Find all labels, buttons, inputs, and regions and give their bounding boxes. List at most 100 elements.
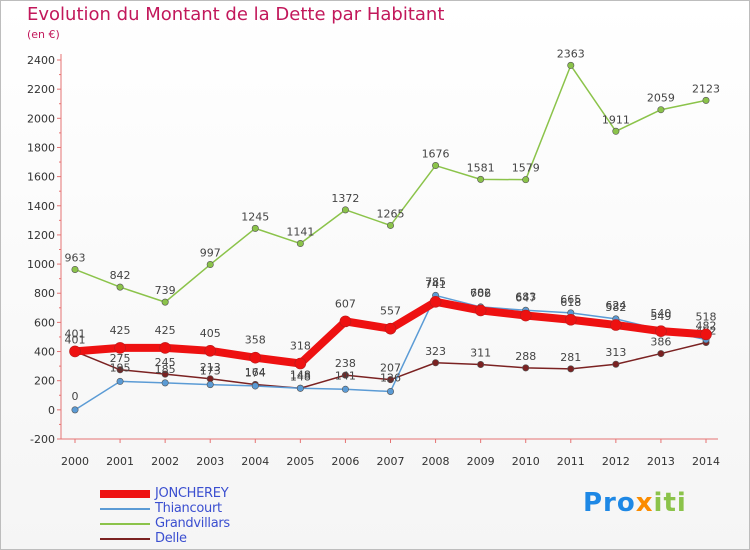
- data-point-grandvillars: [386, 221, 394, 229]
- data-label-delle: 281: [560, 351, 581, 364]
- data-label-joncherey: 318: [290, 339, 311, 352]
- data-point-grandvillars: [432, 162, 440, 170]
- data-label-thiancourt: 173: [200, 365, 221, 378]
- data-point-joncherey: [564, 313, 577, 326]
- data-label-delle: 313: [605, 346, 626, 359]
- data-label-joncherey: 401: [65, 327, 86, 340]
- x-tick-label: 2001: [106, 455, 134, 468]
- data-point-joncherey: [339, 315, 352, 328]
- data-label-delle: 401: [65, 333, 86, 346]
- data-point-delle: [657, 350, 665, 358]
- y-tick-label: 1000: [27, 258, 55, 271]
- data-point-joncherey: [519, 309, 532, 322]
- data-label-grandvillars: 2123: [692, 82, 720, 95]
- data-label-grandvillars: 963: [65, 251, 86, 264]
- data-label-joncherey: 425: [155, 324, 176, 337]
- data-label-thiancourt: 665: [560, 293, 581, 306]
- data-label-joncherey: 607: [335, 297, 356, 310]
- x-tick-label: 2012: [602, 455, 630, 468]
- data-label-delle: 311: [470, 347, 491, 360]
- y-tick-label: 200: [34, 375, 55, 388]
- data-label-grandvillars: 2363: [557, 47, 585, 60]
- data-point-thiancourt: [341, 385, 349, 393]
- data-label-thiancourt: 683: [515, 290, 536, 303]
- data-point-grandvillars: [341, 206, 349, 214]
- data-point-grandvillars: [161, 298, 169, 306]
- data-label-joncherey: 557: [380, 305, 401, 318]
- proxiti-logo: Proxiti: [583, 488, 687, 518]
- data-label-delle: 323: [425, 345, 446, 358]
- x-tick-label: 2014: [692, 455, 720, 468]
- data-point-grandvillars: [567, 61, 575, 69]
- data-label-delle: 148: [290, 370, 311, 383]
- x-tick-label: 2005: [286, 455, 314, 468]
- data-point-grandvillars: [251, 224, 259, 232]
- chart-title: Evolution du Montant de la Dette par Hab…: [27, 4, 445, 25]
- data-point-delle: [386, 376, 394, 384]
- data-label-delle: 288: [515, 350, 536, 363]
- data-label-joncherey: 647: [515, 292, 536, 305]
- data-label-delle: 386: [650, 336, 671, 349]
- chart-unit-label: (en €): [27, 28, 60, 41]
- data-point-joncherey: [610, 319, 622, 331]
- data-label-joncherey: 741: [425, 278, 446, 291]
- data-point-delle: [522, 364, 530, 372]
- data-label-thiancourt: 195: [110, 361, 131, 374]
- y-tick-label: 800: [34, 287, 55, 300]
- data-label-grandvillars: 739: [155, 284, 176, 297]
- data-label-delle: 207: [380, 362, 401, 375]
- data-label-grandvillars: 1372: [331, 192, 359, 205]
- logo-text-part1: Pro: [583, 488, 636, 518]
- data-point-grandvillars: [702, 96, 710, 104]
- data-label-thiancourt: 0: [72, 390, 79, 403]
- data-point-joncherey: [114, 342, 126, 354]
- x-tick-label: 2008: [422, 455, 450, 468]
- data-label-joncherey: 518: [696, 310, 717, 323]
- data-point-joncherey: [69, 345, 81, 358]
- y-tick-label: 400: [34, 346, 55, 359]
- y-tick-label: 1600: [27, 171, 55, 184]
- y-tick-label: 2200: [27, 83, 55, 96]
- data-point-joncherey: [249, 351, 262, 364]
- y-tick-label: 1800: [27, 141, 55, 154]
- x-tick-label: 2003: [196, 455, 224, 468]
- data-point-thiancourt: [251, 382, 259, 390]
- x-tick-label: 2007: [377, 455, 405, 468]
- legend-label-grandvillars: Grandvillars: [155, 516, 230, 531]
- data-label-grandvillars: 1265: [377, 207, 405, 220]
- data-point-thiancourt: [116, 377, 124, 385]
- data-point-grandvillars: [116, 283, 124, 291]
- data-label-thiancourt: 624: [605, 299, 626, 312]
- data-point-joncherey: [294, 357, 307, 370]
- logo-text-part3: iti: [653, 488, 687, 518]
- data-label-joncherey: 682: [470, 286, 491, 299]
- data-label-delle: 174: [245, 366, 266, 379]
- legend-label-thiancourt: Thiancourt: [155, 501, 222, 516]
- y-tick-label: -200: [30, 433, 55, 446]
- data-label-grandvillars: 1911: [602, 113, 630, 126]
- legend-swatch-thiancourt: [100, 508, 150, 510]
- y-tick-label: 0: [48, 404, 55, 417]
- data-point-joncherey: [429, 296, 442, 308]
- x-tick-label: 2011: [557, 455, 585, 468]
- legend-swatch-joncherey: [100, 490, 150, 498]
- data-point-delle: [341, 371, 349, 379]
- x-tick-label: 2013: [647, 455, 675, 468]
- y-tick-label: 2000: [27, 112, 55, 125]
- data-label-joncherey: 405: [200, 327, 221, 340]
- data-label-joncherey: 358: [245, 334, 266, 347]
- data-point-delle: [432, 359, 440, 367]
- data-point-thiancourt: [296, 384, 304, 392]
- data-point-grandvillars: [477, 175, 485, 183]
- x-tick-label: 2006: [331, 455, 359, 468]
- data-point-thiancourt: [206, 381, 214, 389]
- data-point-grandvillars: [296, 240, 304, 248]
- data-label-thiancourt: 785: [425, 275, 446, 288]
- data-point-joncherey: [159, 342, 171, 354]
- data-label-thiancourt: 141: [335, 369, 356, 382]
- data-point-delle: [116, 366, 124, 374]
- data-label-thiancourt: 185: [155, 363, 176, 376]
- data-label-grandvillars: 1676: [422, 148, 450, 161]
- legend-label-delle: Delle: [155, 531, 187, 546]
